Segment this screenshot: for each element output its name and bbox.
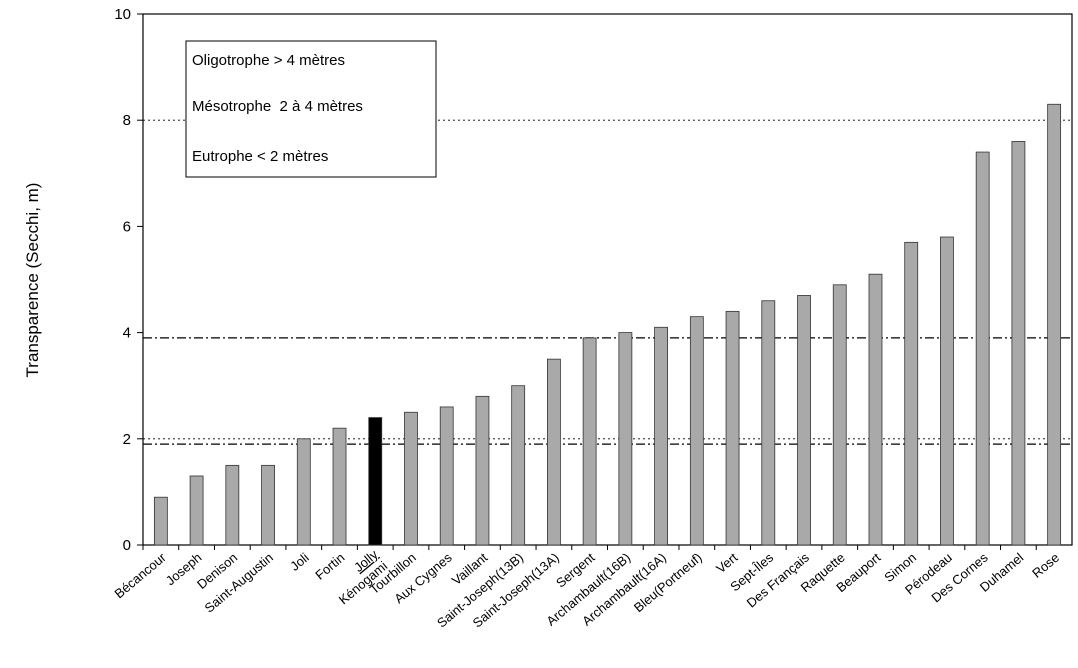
y-tick-label: 8 bbox=[123, 112, 131, 129]
category-label-group: Joli bbox=[287, 550, 312, 574]
bar bbox=[547, 358, 561, 546]
category-label-group: Bécancour bbox=[112, 549, 170, 601]
category-label: Bécancour bbox=[112, 549, 170, 601]
y-tick-label: 0 bbox=[123, 537, 131, 554]
bar bbox=[654, 326, 668, 546]
category-label: Joli bbox=[287, 550, 312, 574]
bar bbox=[832, 284, 847, 546]
legend-mesotrophe: Mésotrophe 2 à 4 mètres bbox=[192, 98, 363, 115]
bar bbox=[439, 406, 454, 546]
bar bbox=[225, 464, 240, 546]
legend-eutrophe: Eutrophe < 2 mètres bbox=[192, 148, 328, 165]
bar bbox=[868, 273, 883, 546]
bar bbox=[975, 151, 990, 546]
category-label: Fortin bbox=[312, 550, 347, 583]
bar bbox=[1047, 103, 1062, 546]
y-axis: 0 2 4 6 8 10 bbox=[114, 6, 143, 554]
bar bbox=[761, 300, 776, 546]
bar bbox=[582, 337, 597, 546]
y-tick-label: 6 bbox=[123, 218, 131, 235]
category-label: Rose bbox=[1029, 550, 1062, 581]
y-axis-label: Transparence (Secchi, m) bbox=[23, 183, 42, 378]
bar bbox=[940, 236, 954, 546]
category-label-group: Rose bbox=[1029, 550, 1062, 581]
bar bbox=[189, 475, 204, 546]
bar bbox=[404, 411, 418, 546]
bar bbox=[511, 385, 526, 546]
bar bbox=[368, 417, 383, 546]
legend-oligotrophe: Oligotrophe > 4 mètres bbox=[192, 52, 345, 69]
bar bbox=[261, 464, 275, 546]
bar bbox=[475, 395, 490, 546]
category-label: Vert bbox=[713, 550, 741, 577]
bars bbox=[153, 103, 1062, 546]
bar bbox=[296, 438, 311, 546]
bar bbox=[1011, 141, 1026, 546]
legend-box: Oligotrophe > 4 mètres Mésotrophe 2 à 4 … bbox=[185, 40, 437, 178]
bar bbox=[332, 427, 347, 546]
bar bbox=[689, 316, 704, 546]
bar bbox=[618, 332, 633, 546]
bar bbox=[725, 310, 740, 546]
category-label-group: Vert bbox=[713, 550, 741, 577]
bar bbox=[904, 241, 919, 546]
category-label-group: Fortin bbox=[312, 550, 347, 583]
y-tick-label: 2 bbox=[123, 431, 131, 448]
y-tick-label: 4 bbox=[123, 325, 131, 342]
bar bbox=[797, 295, 811, 546]
bar bbox=[153, 496, 168, 546]
y-tick-label: 10 bbox=[114, 6, 131, 23]
